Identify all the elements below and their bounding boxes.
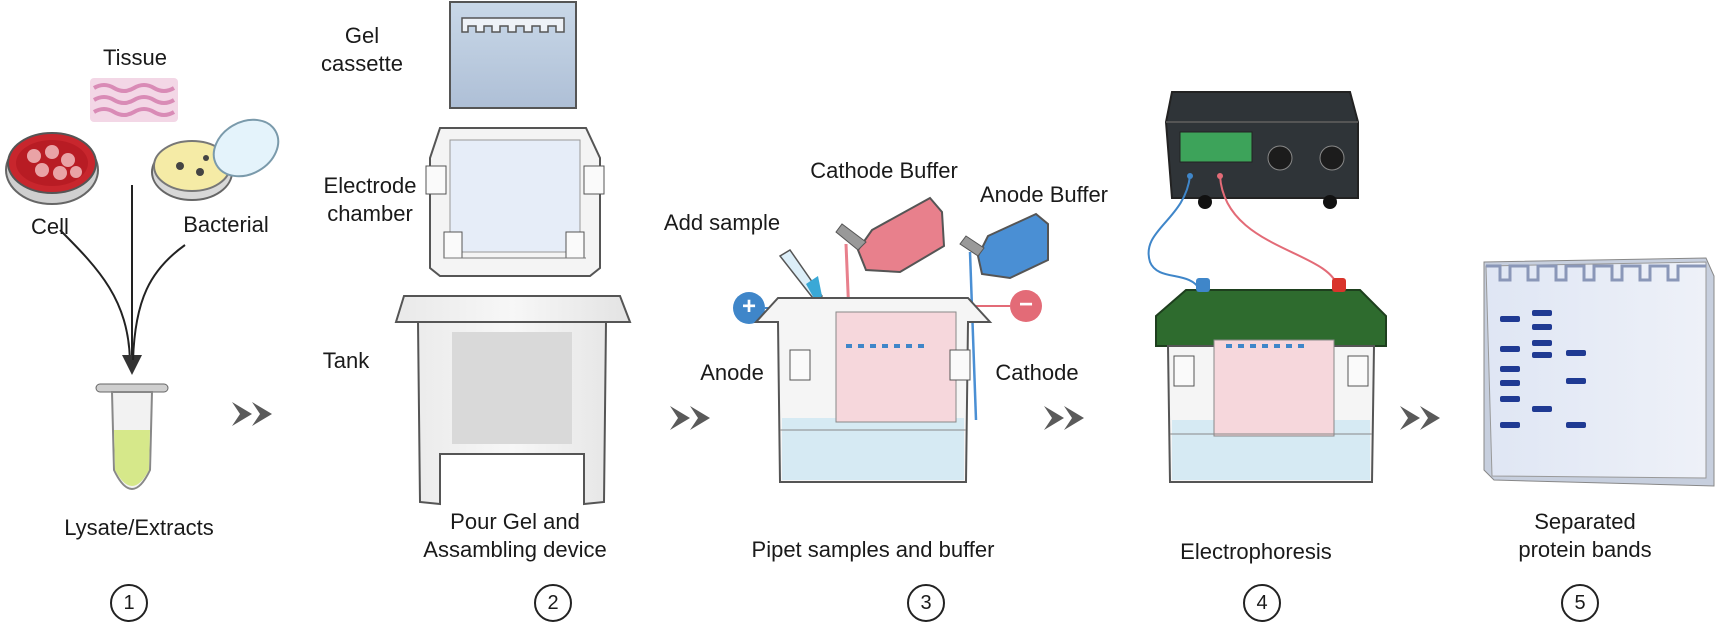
arrow-icon	[1400, 406, 1440, 430]
anode-label: Anode	[700, 360, 764, 385]
tank-label: Tank	[322, 348, 370, 373]
microtube-icon	[95, 383, 169, 490]
step-1-badge: 1	[110, 584, 148, 622]
plus-symbol: +	[741, 293, 757, 320]
power-cables	[1147, 175, 1339, 291]
cell-petri-dish-icon	[5, 132, 99, 205]
merge-lines	[59, 185, 186, 375]
separated-bands-caption: Separated protein bands	[1518, 509, 1652, 562]
gel-tank-loaded	[753, 297, 993, 483]
tank-icon	[394, 295, 632, 506]
step-3-badge: 3	[907, 584, 945, 622]
step-2-badge: 2	[534, 584, 572, 622]
electrode-chamber-icon	[425, 127, 605, 277]
cathode-label: Cathode	[995, 360, 1079, 385]
arrow-icon	[1044, 406, 1084, 430]
tissue-icon	[90, 78, 178, 122]
electrode-chamber-label: Electrode chamber	[323, 173, 417, 226]
buffer-bottle-icon	[959, 212, 1049, 421]
bacterial-label: Bacterial	[183, 212, 269, 237]
tissue-label: Tissue	[103, 45, 167, 70]
cell-label: Cell	[31, 214, 69, 239]
lysate-caption: Lysate/Extracts	[64, 515, 214, 540]
electrophoresis-caption: Electrophoresis	[1180, 539, 1332, 564]
gel-cassette-icon	[449, 1, 577, 109]
add-sample-label: Add sample	[663, 210, 781, 235]
power-supply-icon	[1164, 91, 1359, 209]
pour-gel-caption: Pour Gel and Assambling device	[423, 509, 607, 562]
bacterial-petri-dish-icon	[151, 118, 280, 201]
anode-buffer-label: Anode Buffer	[979, 182, 1109, 207]
arrow-icon	[232, 402, 272, 426]
pipet-caption: Pipet samples and buffer	[751, 537, 995, 562]
step-5-badge: 5	[1561, 584, 1599, 622]
minus-symbol: −	[1018, 291, 1034, 318]
buffer-bottle-icon	[835, 196, 946, 341]
cathode-buffer-label: Cathode Buffer	[810, 158, 958, 183]
pipette-icon	[778, 248, 823, 304]
gel-bands-icon	[1483, 257, 1715, 487]
gel-cassette-label: Gel cassette	[321, 23, 403, 76]
step-4-badge: 4	[1243, 584, 1281, 622]
arrow-icon	[670, 406, 710, 430]
electrophoresis-unit-icon	[1155, 278, 1387, 483]
